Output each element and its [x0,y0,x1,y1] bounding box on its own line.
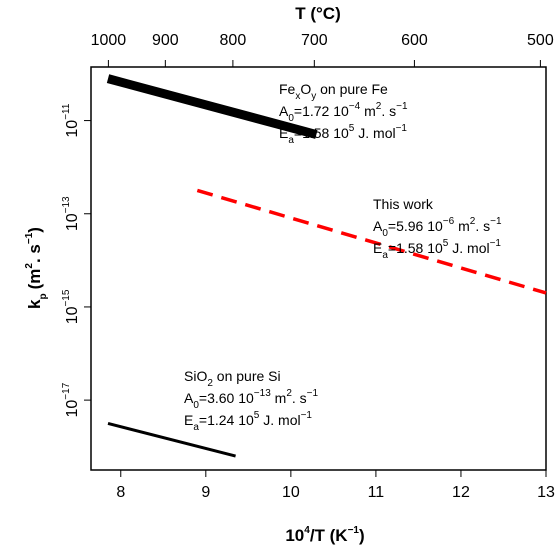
series-line-this [196,188,547,295]
top-axis-ticks: 1000 900 800 700 600 500 [91,32,554,67]
series-line-fe [106,74,318,139]
x-tick-label: 10 [282,484,300,501]
x-tick-label: 12 [452,484,470,501]
annotation-sio2: SiO2 on pure Si A0=3.60 10−13 m2. s−1 Ea… [184,368,319,433]
top-axis-title: T (°C) [295,4,341,23]
top-tick-label: 700 [301,32,328,49]
y-axis-ticks: 10−11 10−13 10−15 10−17 [61,103,91,417]
annotation-sio2-line2: A0=3.60 10−13 m2. s−1 [184,388,319,411]
top-tick-label: 900 [152,32,179,49]
top-tick-label: 1000 [91,32,127,49]
series-layer [106,74,547,458]
y-axis-title: kp(m2. s−1) [24,227,49,309]
annotation-this-work-line3: Ea=1.58 105 J. mol−1 [373,238,501,261]
x-axis-ticks: 8 9 10 11 12 13 [116,470,555,501]
top-tick-label: 500 [527,32,554,49]
plot-frame [90,66,547,471]
annotation-fe: FexOy on pure Fe A0=1.72 10−4 m2. s−1 Ea… [279,81,408,146]
annotation-sio2-line1: SiO2 on pure Si [184,368,281,389]
series-line-si [107,421,236,458]
annotation-this-work-line1: This work [373,196,434,212]
y-tick-label: 10−13 [61,196,81,231]
x-axis-title: 104/T (K−1) [285,525,364,545]
y-tick-label: 10−15 [61,289,81,324]
annotation-this-work: This work A0=5.96 10−6 m2. s−1 Ea=1.58 1… [373,196,502,261]
x-tick-label: 8 [116,484,125,501]
top-tick-label: 800 [220,32,247,49]
annotation-fe-line2: A0=1.72 10−4 m2. s−1 [279,101,408,124]
y-tick-label: 10−17 [61,382,81,417]
x-tick-label: 11 [368,484,385,501]
y-tick-label: 10−11 [61,103,81,137]
annotation-this-work-line2: A0=5.96 10−6 m2. s−1 [373,216,502,239]
top-tick-label: 600 [401,32,428,49]
x-tick-label: 13 [537,484,555,501]
x-tick-label: 9 [201,484,210,501]
annotation-fe-line1: FexOy on pure Fe [279,81,388,102]
annotation-sio2-line3: Ea=1.24 105 J. mol−1 [184,410,312,433]
annotation-fe-line3: Ea=1.58 105 J. mol−1 [279,123,407,146]
